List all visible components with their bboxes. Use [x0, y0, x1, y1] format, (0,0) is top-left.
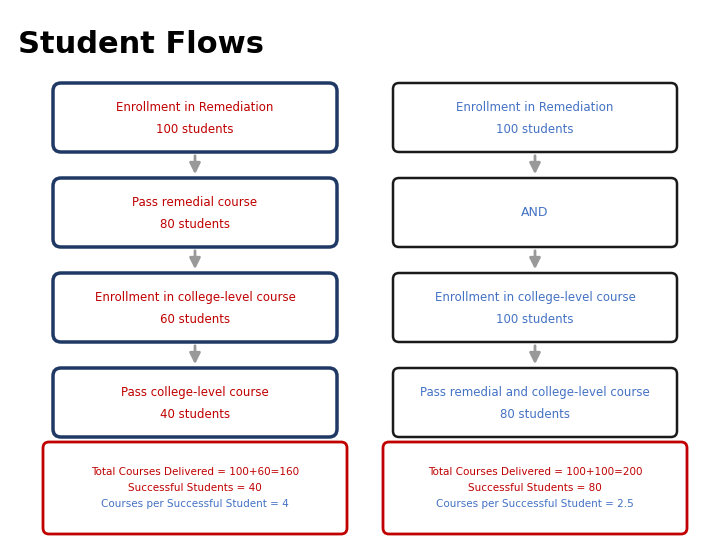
FancyBboxPatch shape: [53, 368, 337, 437]
Text: Courses per Successful Student = 2.5: Courses per Successful Student = 2.5: [436, 499, 634, 509]
Text: 60 students: 60 students: [160, 313, 230, 326]
FancyBboxPatch shape: [53, 178, 337, 247]
Text: 100 students: 100 students: [496, 123, 574, 136]
FancyBboxPatch shape: [53, 83, 337, 152]
Text: Courses per Successful Student = 4: Courses per Successful Student = 4: [101, 499, 289, 509]
Text: AND: AND: [521, 206, 549, 219]
Text: 80 students: 80 students: [500, 408, 570, 421]
Text: 100 students: 100 students: [156, 123, 234, 136]
Text: Pass remedial and college-level course: Pass remedial and college-level course: [420, 386, 650, 399]
Text: Enrollment in college-level course: Enrollment in college-level course: [94, 291, 295, 304]
FancyBboxPatch shape: [43, 442, 347, 534]
Text: Successful Students = 80: Successful Students = 80: [468, 483, 602, 493]
Text: Enrollment in Remediation: Enrollment in Remediation: [117, 101, 274, 114]
Text: Student Flows: Student Flows: [18, 30, 264, 59]
Text: 80 students: 80 students: [160, 218, 230, 231]
Text: 100 students: 100 students: [496, 313, 574, 326]
Text: Successful Students = 40: Successful Students = 40: [128, 483, 262, 493]
FancyBboxPatch shape: [383, 442, 687, 534]
Text: Total Courses Delivered = 100+100=200: Total Courses Delivered = 100+100=200: [428, 467, 642, 477]
FancyBboxPatch shape: [393, 83, 677, 152]
FancyBboxPatch shape: [393, 273, 677, 342]
FancyBboxPatch shape: [393, 178, 677, 247]
FancyBboxPatch shape: [53, 273, 337, 342]
Text: Enrollment in Remediation: Enrollment in Remediation: [456, 101, 613, 114]
Text: Pass college-level course: Pass college-level course: [121, 386, 269, 399]
Text: Total Courses Delivered = 100+60=160: Total Courses Delivered = 100+60=160: [91, 467, 299, 477]
Text: Enrollment in college-level course: Enrollment in college-level course: [435, 291, 636, 304]
Text: 40 students: 40 students: [160, 408, 230, 421]
Text: Pass remedial course: Pass remedial course: [132, 196, 258, 209]
FancyBboxPatch shape: [393, 368, 677, 437]
